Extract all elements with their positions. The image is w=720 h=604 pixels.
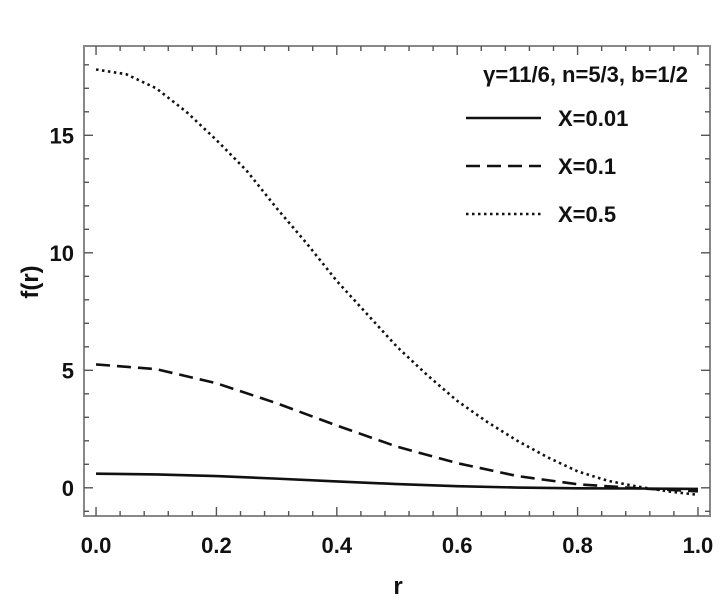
- series-line: [96, 472, 698, 491]
- tick-labels: 0.0 0.2 0.4 0.6 0.8 1.0 0 5 10 15: [50, 123, 714, 558]
- x-tick-label: 0.4: [322, 533, 353, 558]
- x-tick-label: 0.2: [201, 533, 232, 558]
- x-tick-label: 0.0: [81, 533, 112, 558]
- legend-label: X=0.5: [558, 202, 616, 227]
- legend-label: X=0.1: [558, 154, 616, 179]
- y-tick-label: 15: [50, 123, 74, 148]
- x-tick-label: 1.0: [683, 533, 714, 558]
- x-axis-label: r: [393, 573, 402, 600]
- legend: γ=11/6, n=5/3, b=1/2 X=0.01 X=0.1 X=0.5: [466, 62, 688, 227]
- legend-title: γ=11/6, n=5/3, b=1/2: [483, 62, 688, 87]
- y-tick-label: 5: [62, 358, 74, 383]
- legend-label: X=0.01: [558, 106, 628, 131]
- y-axis-label: f(r): [17, 265, 44, 298]
- plot-frame: [83, 45, 711, 517]
- series-line: [95, 68, 699, 497]
- y-tick-label: 0: [62, 476, 74, 501]
- x-tick-label: 0.8: [562, 533, 593, 558]
- ticks: [84, 46, 710, 516]
- x-tick-label: 0.6: [442, 533, 473, 558]
- series-lines: [95, 68, 699, 497]
- series-line: [95, 363, 699, 493]
- y-tick-label: 10: [50, 241, 74, 266]
